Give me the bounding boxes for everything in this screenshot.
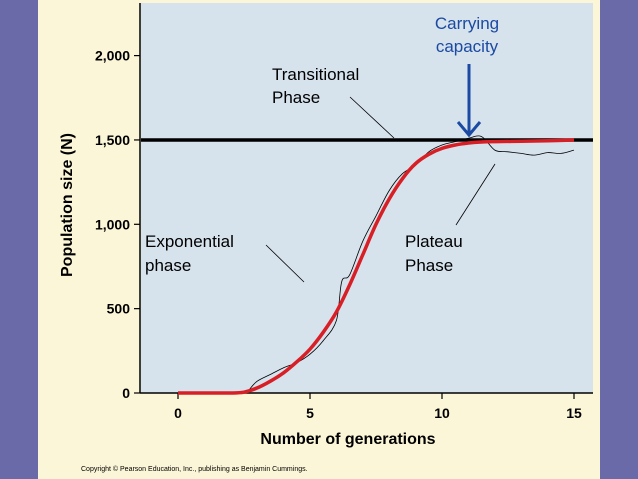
logistic-growth-chart: 0 500 1,000 1,500 2,000 0 5 10 15 Carrying capa… [59, 3, 593, 448]
figure-frame: 0 500 1,000 1,500 2,000 0 5 10 15 Carrying capa… [38, 0, 600, 479]
y-tick-label: 1,500 [95, 132, 130, 148]
carrying-capacity-label-line2: capacity [436, 37, 499, 56]
plateau-label-line1: Plateau [405, 232, 463, 251]
x-axis-ticks: 0 5 10 15 [174, 393, 582, 421]
exponential-label-bg [143, 227, 257, 279]
y-tick-label: 500 [107, 301, 131, 317]
exponential-annotation: Exponential phase [143, 227, 305, 283]
plot-area [141, 3, 593, 393]
transitional-label-line2: Phase [272, 88, 320, 107]
transitional-label-line1: Transitional [272, 65, 359, 84]
carrying-capacity-label-line1: Carrying [435, 14, 499, 33]
x-tick-label: 15 [566, 405, 582, 421]
plateau-pointer [455, 163, 496, 226]
transitional-pointer [349, 96, 395, 139]
logistic-model-curve [178, 138, 575, 395]
y-tick-label: 1,000 [95, 216, 130, 232]
exponential-label-line2: phase [145, 256, 191, 275]
copyright-notice: Copyright © Pearson Education, Inc., pub… [81, 466, 308, 473]
x-tick-label: 10 [434, 405, 450, 421]
exponential-label-line1: Exponential [145, 232, 234, 251]
y-tick-label: 2,000 [95, 48, 130, 64]
plateau-label-line2: Phase [405, 256, 453, 275]
x-tick-label: 0 [174, 405, 182, 421]
y-tick-label: 0 [122, 385, 130, 401]
x-tick-label: 5 [306, 405, 314, 421]
plateau-annotation: Plateau Phase [405, 163, 496, 275]
exponential-pointer [265, 244, 305, 283]
carrying-capacity-annotation: Carrying capacity [435, 14, 499, 138]
x-axis-title: Number of generations [260, 431, 435, 448]
carrying-capacity-arrowhead [456, 121, 482, 138]
y-axis-ticks: 0 500 1,000 1,500 2,000 [95, 48, 140, 401]
transitional-annotation: Transitional Phase [272, 65, 395, 139]
y-axis-title: Population size (N) [59, 133, 76, 277]
